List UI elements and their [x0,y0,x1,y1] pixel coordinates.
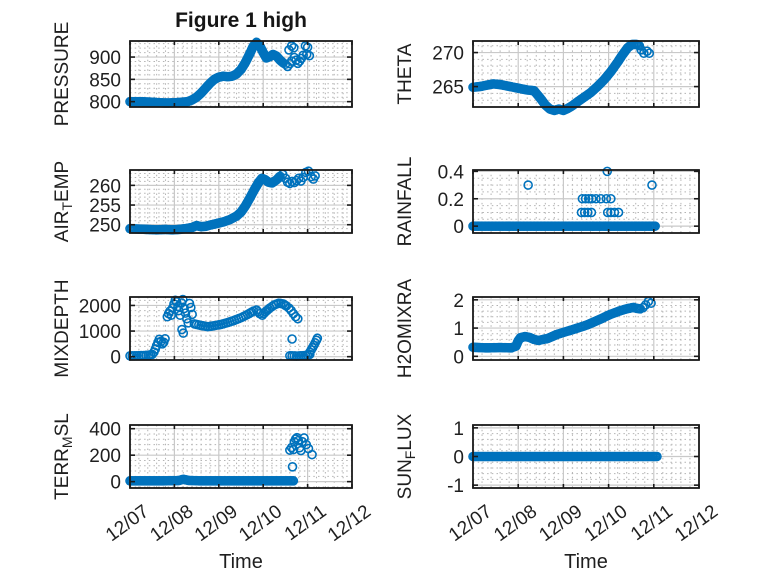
x-tick-label: 12/09 [536,501,587,546]
subplot-h2omixra: 0 1 2 H2OMIXRA [395,279,700,379]
y-tick-label: 200 [89,446,121,467]
subplot-terr-msl: 0 200 400 TERRMSL 12/0712/0812/0912/1012/111… [52,413,375,546]
y-tick-label: 250 [89,216,121,237]
y-tick-label: 0 [453,448,464,469]
y-tick-label: 0 [110,473,121,494]
x-tick-label: 12/07 [102,501,153,546]
y-tick-label: 400 [89,420,121,441]
figure-title: Figure 1 high [175,9,307,32]
y-tick-label: 1000 [79,322,121,343]
subplot-sun-flux: -1 0 1 SUNFLUX 12/0712/0812/0912/1012/1112/1… [395,413,722,546]
subplot-rainfall: 0 0.2 0.4 RAINFALL [395,157,700,247]
x-tick-label: 12/12 [671,501,722,546]
data-series-mixdepth [125,294,323,361]
y-tick-label: 2000 [79,296,121,317]
y-tick-label: 270 [432,44,464,65]
y-tick-label: 260 [89,176,121,197]
y-axis-label-mixdepth: MIXDEPTH [52,279,73,377]
data-series-pressure [125,37,315,108]
x-axis-title-right: Time [564,551,608,573]
y-tick-label: 255 [89,196,121,217]
y-tick-label: 0.2 [438,190,464,211]
y-axis-label-rainfall: RAINFALL [395,157,416,247]
y-tick-label: -1 [447,476,464,497]
y-tick-label: 0 [110,348,121,369]
y-tick-label: 850 [89,70,121,91]
y-axis-label-air-temp: AIRTEMP [52,161,75,242]
x-tick-label: 12/10 [581,501,632,546]
y-tick-label: 0 [453,347,464,368]
y-axis-label-terr-msl: TERRMSL [52,413,75,500]
y-tick-label: 2 [453,291,464,312]
x-tick-label: 12/12 [324,501,375,546]
x-tick-label: 12/09 [191,501,242,546]
y-tick-label: 0.4 [438,162,465,183]
x-tick-label: 12/11 [627,501,677,545]
y-tick-label: 900 [89,48,121,69]
y-axis-label-theta: THETA [395,43,416,104]
data-series-terr-msl [125,432,317,486]
data-series-h2omixra [468,296,656,353]
x-tick-label: 12/07 [445,501,496,546]
y-tick-label: 1 [453,419,464,440]
y-axis-label-sun-flux: SUNFLUX [395,413,418,499]
y-tick-label: 0 [453,217,464,238]
y-tick-label: 1 [453,319,464,340]
subplot-theta: 265 270 THETA [395,39,700,116]
x-axis-title-left: Time [219,551,263,573]
data-series-theta [468,39,655,116]
y-tick-label: 265 [432,78,464,99]
x-tick-label: 12/08 [147,501,198,546]
y-tick-label: 800 [89,93,121,114]
y-axis-label-h2omixra: H2OMIXRA [395,279,416,379]
data-series-sun-flux [468,451,662,462]
y-axis-label-pressure: PRESSURE [52,22,73,127]
subplot-mixdepth: 0 1000 2000 MIXDEPTH [52,279,353,378]
x-tick-label: 12/08 [490,501,541,546]
x-tick-label: 12/10 [235,501,286,546]
x-tick-label: 12/11 [281,501,331,545]
